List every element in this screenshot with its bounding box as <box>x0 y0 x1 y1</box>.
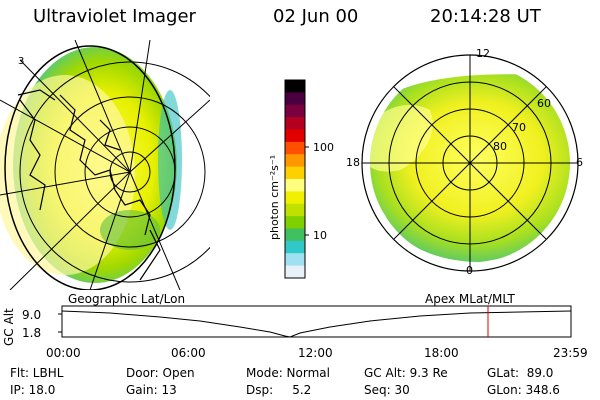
time-tick-2359: 23:59 <box>553 346 588 360</box>
colorbar-swatch <box>285 166 305 180</box>
seq-info: Seq: 30 <box>364 383 410 397</box>
colorbar-swatch <box>285 191 305 205</box>
mode-info: Mode: Normal <box>246 366 330 380</box>
colorbar-swatch <box>285 179 305 192</box>
colorbar-swatch <box>285 80 305 93</box>
altitude-tick-high: 9.0 <box>22 308 42 322</box>
dsp-info: Dsp: 5.2 <box>246 383 312 397</box>
mlat-label-70: 70 <box>512 121 526 134</box>
color-scale-bar <box>284 79 309 279</box>
time-tick-0600: 06:00 <box>171 346 206 360</box>
colorbar-swatch <box>285 154 305 168</box>
mlt-label-6: 6 <box>576 156 583 169</box>
filter-info: Flt: LBHL <box>10 366 64 380</box>
colorbar-tick-100: 100 <box>313 141 334 154</box>
colorbar-swatch <box>285 129 305 143</box>
time-tick-0000: 00:00 <box>46 346 81 360</box>
ip-info: IP: 18.0 <box>10 383 56 397</box>
mlat-label-60: 60 <box>537 97 551 110</box>
left-panel-caption: Geographic Lat/Lon <box>68 292 186 306</box>
gain-info: Gain: 13 <box>126 383 177 397</box>
time-tick-1200: 12:00 <box>298 346 333 360</box>
colorbar-tick-10: 10 <box>313 229 327 242</box>
altitude-tick-low: 1.8 <box>22 326 42 340</box>
door-info: Door: Open <box>126 366 195 380</box>
gc-alt-info: GC Alt: 9.3 Re <box>364 366 448 380</box>
mlt-label-0: 0 <box>466 264 473 277</box>
colorbar-swatch <box>285 104 305 118</box>
colorbar-swatch <box>285 141 305 155</box>
colorbar-swatch <box>285 203 305 217</box>
colorbar-swatch <box>285 117 305 130</box>
colorbar-swatch <box>285 92 305 106</box>
mlt-label-18: 18 <box>346 156 360 169</box>
glat-info: GLat: 89.0 <box>487 366 554 380</box>
colorbar-swatch <box>285 228 305 242</box>
mlt-label-12: 12 <box>476 47 490 60</box>
time-tick-1800: 18:00 <box>424 346 459 360</box>
glon-info: GLon: 348.6 <box>487 383 560 397</box>
mlat-label-80: 80 <box>493 140 507 153</box>
colorbar-swatch <box>285 216 305 229</box>
colorbar-swatch <box>285 240 305 254</box>
date-label: 02 Jun 00 <box>273 6 359 27</box>
right-panel-caption: Apex MLat/MLT <box>425 292 515 306</box>
instrument-title: Ultraviolet Imager <box>33 6 196 27</box>
colorbar-swatch <box>285 265 305 279</box>
colorbar-swatch <box>285 253 305 267</box>
time-label: 20:14:28 UT <box>430 6 541 27</box>
